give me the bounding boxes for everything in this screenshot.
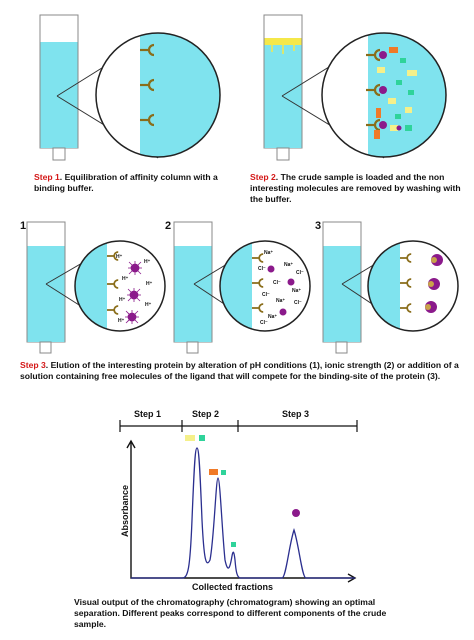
- ion-label: H⁺: [146, 281, 153, 287]
- ion-label: Na⁺: [284, 262, 294, 268]
- ion-label: Na⁺: [264, 250, 274, 256]
- step-ruler: [119, 420, 358, 432]
- chromatogram-axes: [126, 439, 357, 583]
- step3-label: Step 3: [20, 360, 46, 370]
- step1-column: [39, 14, 79, 161]
- ion-label: Cl⁻: [294, 300, 302, 306]
- ruler-step2-label: Step 2: [192, 409, 220, 419]
- step2-text: . The crude sample is loaded and the non…: [250, 172, 461, 204]
- step3-panel2-column: [173, 221, 266, 354]
- step3-panel2-zoom-circle: [219, 240, 311, 332]
- panel-number-3: 3: [315, 220, 322, 232]
- ion-label: H⁺: [116, 254, 123, 260]
- ion-label: Cl⁻: [273, 280, 281, 286]
- panel-number-1: 1: [20, 220, 27, 232]
- step1-caption: Step 1. Equilibration of affinity column…: [34, 172, 234, 194]
- panel-number-2: 2: [165, 220, 172, 232]
- ion-label: H⁺: [144, 259, 151, 265]
- step2-zoom-circle: [321, 32, 447, 158]
- step3-caption: Step 3. Elution of the interesting prote…: [20, 360, 460, 382]
- ion-label: Na⁺: [276, 298, 286, 304]
- ion-label: Na⁺: [268, 314, 278, 320]
- ion-label: Cl⁻: [258, 266, 266, 272]
- ion-label: H⁺: [145, 302, 152, 308]
- chromatogram-caption: Visual output of the chromatography (chr…: [74, 597, 387, 629]
- contaminant-molecules: [374, 47, 417, 139]
- step3-panel3-zoom-circle: [367, 240, 459, 332]
- ion-label: Cl⁻: [260, 320, 268, 326]
- step2-caption: Step 2. The crude sample is loaded and t…: [250, 172, 466, 205]
- step3-panel3-column: [322, 221, 414, 354]
- step2-column: [263, 14, 303, 161]
- ruler-step1-label: Step 1: [134, 409, 162, 419]
- peak-markers: [185, 435, 300, 547]
- ion-label: Cl⁻: [296, 270, 304, 276]
- chromatogram-xlabel: Collected fractions: [192, 582, 274, 592]
- step3-text: . Elution of the interesting protein by …: [20, 360, 459, 381]
- ion-label: Na⁺: [292, 288, 302, 294]
- ruler-step3-label: Step 3: [282, 409, 310, 419]
- ion-label: H⁺: [118, 318, 125, 324]
- protein-ligand-complexes: [425, 254, 443, 313]
- step2-label: Step 2: [250, 172, 276, 182]
- step1-label: Step 1: [34, 172, 60, 182]
- released-protein: [125, 261, 142, 324]
- step1-zoom-circle: [95, 32, 221, 158]
- ion-label: Cl⁻: [262, 292, 270, 298]
- ion-label: H⁺: [119, 297, 126, 303]
- ion-label: H⁺: [122, 276, 129, 282]
- step1-text: . Equilibration of affinity column with …: [34, 172, 218, 193]
- chromatogram-trace: [131, 447, 355, 579]
- chromatogram-ylabel: Absorbance: [120, 485, 130, 538]
